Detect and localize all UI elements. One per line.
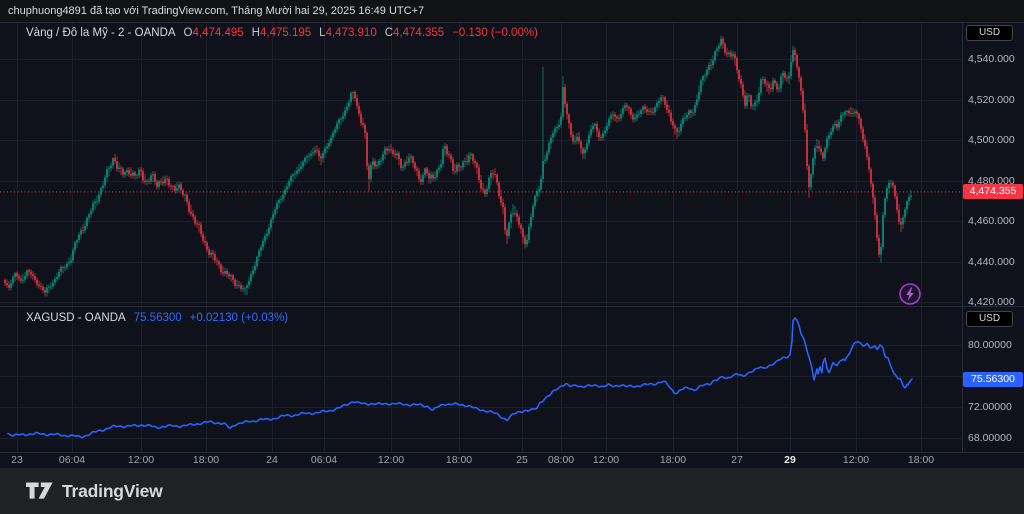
legend-silver: XAGUSD - OANDA 75.56300 +0.02130 (+0.03%) — [26, 312, 288, 324]
attribution-text: chuphuong4891 đã tạo với TradingView.com… — [8, 5, 425, 17]
time-tick-label: 18:00 — [659, 454, 687, 466]
silver-price-tick-label: 68.00000 — [968, 432, 1012, 444]
time-tick-label: 18:00 — [445, 454, 473, 466]
silver-price-tick-label: 72.00000 — [968, 401, 1012, 413]
gold-last-price-tag: 4,474.355 — [963, 184, 1023, 200]
time-tick-label: 27 — [731, 454, 743, 466]
time-tick-label: 12:00 — [377, 454, 405, 466]
gridlines — [0, 23, 962, 452]
time-tick-label: 06:04 — [310, 454, 338, 466]
gold-price-tick-label: 4,500.000 — [968, 134, 1015, 146]
footer-bar: TradingView — [0, 468, 1024, 514]
legend-gold-o-value: O4,474.495 — [183, 27, 244, 39]
gold-currency-button[interactable]: USD — [966, 25, 1013, 41]
tradingview-logo-text: TradingView — [62, 480, 163, 501]
time-tick-label: 06:04 — [58, 454, 86, 466]
gold-price-tick-label: 4,420.000 — [968, 296, 1015, 308]
tradingview-logo[interactable]: TradingView — [26, 481, 163, 502]
gold-candlestick-series — [4, 35, 912, 297]
legend-gold: Vàng / Đô la Mỹ - 2 - OANDA O4,474.495 H4,… — [26, 27, 538, 39]
legend-gold-change: −0.130 (−0.00%) — [452, 27, 538, 39]
legend-gold-h-value: H4,475.195 — [251, 27, 312, 39]
pane-borders — [0, 22, 1024, 453]
legend-gold-l-value: L4,473.910 — [319, 27, 377, 39]
silver-currency-button[interactable]: USD — [966, 311, 1013, 327]
gold-price-tick-label: 4,440.000 — [968, 255, 1015, 268]
legend-silver-title[interactable]: XAGUSD - OANDA — [26, 312, 126, 324]
silver-last-price-tag: 75.56300 — [963, 371, 1023, 387]
boost-flash-icon[interactable] — [898, 282, 922, 306]
time-tick-label-current: 29 — [784, 454, 796, 466]
gold-price-tick-label: 4,480.000 — [968, 174, 1015, 187]
legend-silver-change: +0.02130 (+0.03%) — [189, 312, 289, 324]
legend-gold-ohlc: O4,474.495 H4,475.195 L4,473.910 C4,474.355 — [176, 27, 445, 39]
time-tick-label: 18:00 — [907, 454, 935, 466]
snapshot-attribution-bar: chuphuong4891 đã tạo với TradingView.com… — [0, 0, 1024, 22]
time-tick-label: 24 — [266, 454, 278, 466]
time-tick-label: 12:00 — [127, 454, 155, 466]
silver-line-series — [7, 317, 913, 439]
legend-gold-c-value: C4,474.355 — [384, 27, 445, 39]
time-tick-label: 12:00 — [592, 454, 620, 466]
gold-price-tick-label: 4,460.000 — [968, 215, 1015, 227]
time-tick-label: 08:00 — [547, 454, 575, 466]
time-tick-label: 23 — [11, 454, 23, 466]
gold-price-tick-label: 4,520.000 — [968, 93, 1015, 106]
time-tick-label: 25 — [516, 454, 528, 466]
gold-price-tick-label: 4,540.000 — [968, 53, 1015, 65]
time-tick-label: 18:00 — [192, 454, 220, 466]
legend-gold-title[interactable]: Vàng / Đô la Mỹ - 2 - OANDA — [26, 27, 176, 39]
time-tick-label: 12:00 — [842, 454, 870, 466]
legend-silver-last: 75.56300 — [133, 312, 182, 324]
tradingview-logo-icon — [26, 482, 53, 499]
silver-price-tick-label: 80.00000 — [968, 339, 1012, 351]
